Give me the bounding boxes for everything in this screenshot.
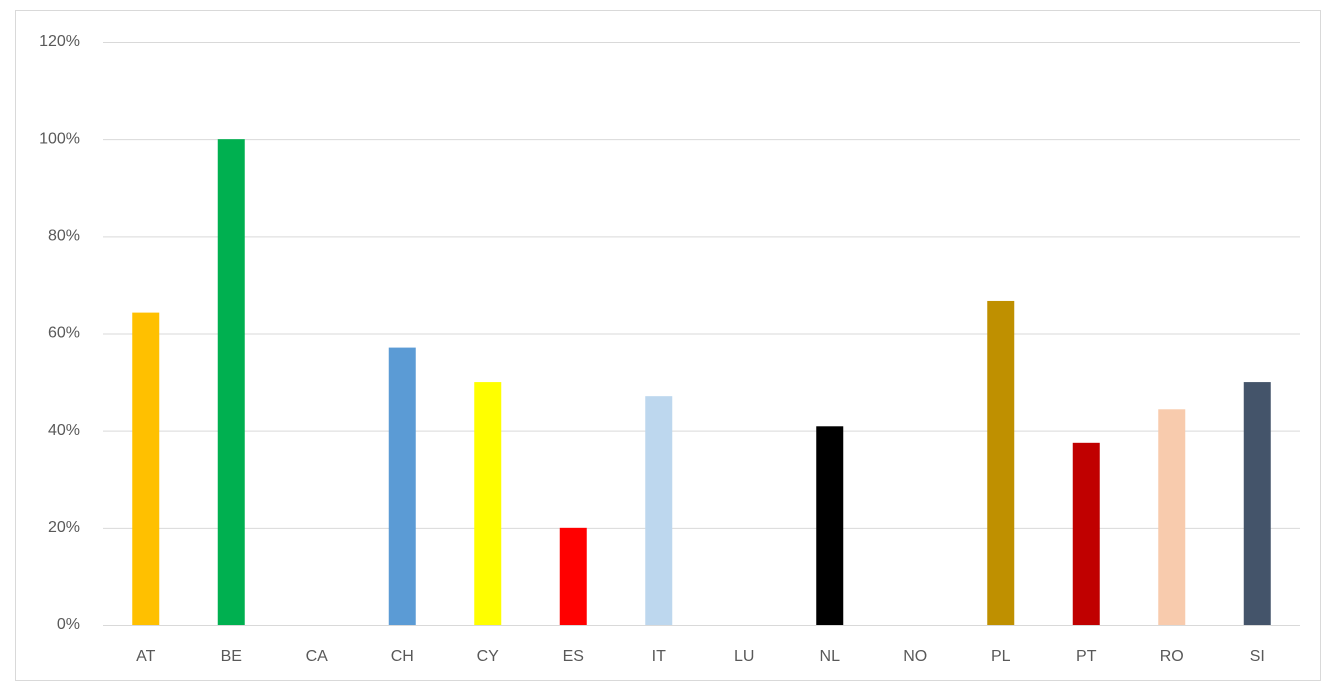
x-tick-label: BE [221,648,242,665]
x-tick-label: LU [734,648,754,665]
y-tick-label: 120% [39,33,80,50]
x-tick-label: RO [1160,648,1184,665]
bar [559,527,587,625]
bar [1158,409,1186,625]
y-tick-label: 40% [48,422,80,439]
bar [816,426,844,625]
x-tick-label: SI [1250,648,1265,665]
x-tick-label: PL [991,648,1011,665]
bar [388,347,416,625]
y-tick-label: 0% [57,616,80,633]
x-tick-label: NO [903,648,927,665]
bar [132,312,160,625]
bar [474,382,502,625]
y-tick-label: 80% [48,228,80,245]
x-tick-label: CH [391,648,414,665]
x-tick-label: CY [477,648,500,665]
bar [645,396,673,625]
x-tick-label: IT [652,648,666,665]
x-tick-label: CA [306,648,329,665]
y-tick-label: 60% [48,325,80,342]
bar [1243,382,1271,625]
y-tick-label: 100% [39,130,80,147]
x-tick-label: PT [1076,648,1097,665]
x-tick-label: NL [820,648,841,665]
y-tick-label: 20% [48,519,80,536]
bar [987,300,1015,625]
x-tick-label: ES [563,648,584,665]
bar [1072,442,1100,625]
x-tick-label: AT [136,648,155,665]
bar [217,139,245,625]
